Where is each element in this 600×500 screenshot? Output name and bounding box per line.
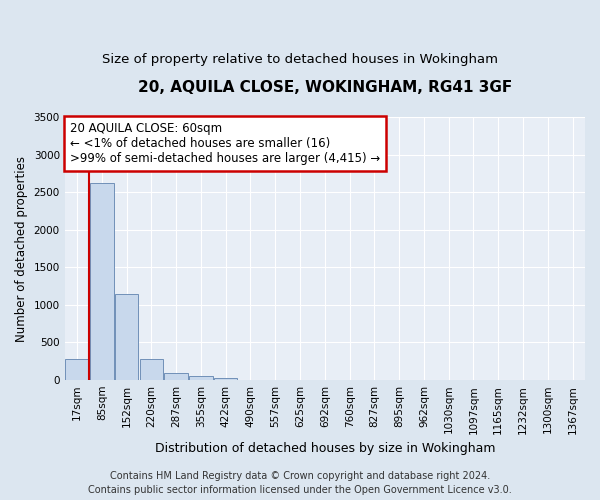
Y-axis label: Number of detached properties: Number of detached properties xyxy=(15,156,28,342)
Text: 20 AQUILA CLOSE: 60sqm
← <1% of detached houses are smaller (16)
>99% of semi-de: 20 AQUILA CLOSE: 60sqm ← <1% of detached… xyxy=(70,122,380,166)
X-axis label: Distribution of detached houses by size in Wokingham: Distribution of detached houses by size … xyxy=(155,442,495,455)
Bar xyxy=(189,376,213,380)
Bar xyxy=(140,359,163,380)
Bar xyxy=(115,294,139,380)
Text: Size of property relative to detached houses in Wokingham: Size of property relative to detached ho… xyxy=(102,52,498,66)
Bar xyxy=(214,378,238,380)
Text: Contains HM Land Registry data © Crown copyright and database right 2024.
Contai: Contains HM Land Registry data © Crown c… xyxy=(88,471,512,495)
Bar xyxy=(90,183,113,380)
Bar xyxy=(65,359,89,380)
Title: 20, AQUILA CLOSE, WOKINGHAM, RG41 3GF: 20, AQUILA CLOSE, WOKINGHAM, RG41 3GF xyxy=(138,80,512,95)
Bar xyxy=(164,372,188,380)
